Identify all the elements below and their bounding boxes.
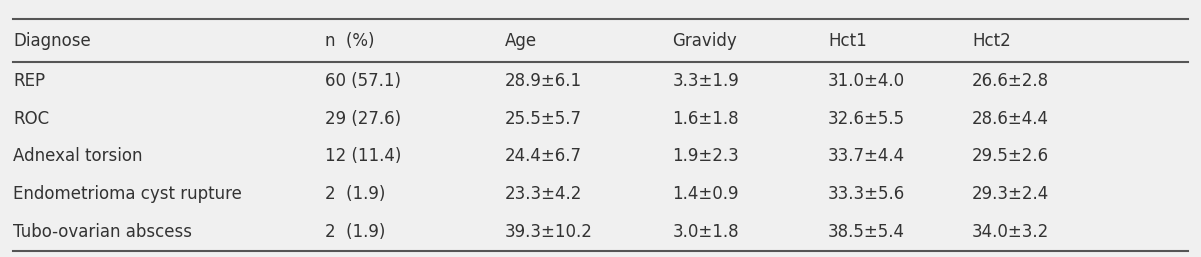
Text: Hct2: Hct2 [972, 32, 1011, 50]
Text: 32.6±5.5: 32.6±5.5 [829, 110, 906, 128]
Text: 3.3±1.9: 3.3±1.9 [673, 72, 739, 90]
Text: 1.9±2.3: 1.9±2.3 [673, 148, 739, 166]
Text: 33.3±5.6: 33.3±5.6 [829, 185, 906, 203]
Text: 29 (27.6): 29 (27.6) [325, 110, 401, 128]
Text: Gravidy: Gravidy [673, 32, 737, 50]
Text: 28.6±4.4: 28.6±4.4 [972, 110, 1048, 128]
Text: 1.4±0.9: 1.4±0.9 [673, 185, 739, 203]
Text: Adnexal torsion: Adnexal torsion [13, 148, 143, 166]
Text: 33.7±4.4: 33.7±4.4 [829, 148, 906, 166]
Text: 29.5±2.6: 29.5±2.6 [972, 148, 1050, 166]
Text: ROC: ROC [13, 110, 49, 128]
Text: 34.0±3.2: 34.0±3.2 [972, 223, 1050, 241]
Text: 3.0±1.8: 3.0±1.8 [673, 223, 739, 241]
Text: 60 (57.1): 60 (57.1) [325, 72, 401, 90]
Text: Endometrioma cyst rupture: Endometrioma cyst rupture [13, 185, 243, 203]
Text: 29.3±2.4: 29.3±2.4 [972, 185, 1050, 203]
Text: REP: REP [13, 72, 46, 90]
Text: 2  (1.9): 2 (1.9) [325, 223, 386, 241]
Text: Age: Age [504, 32, 537, 50]
Text: 12 (11.4): 12 (11.4) [325, 148, 401, 166]
Text: 24.4±6.7: 24.4±6.7 [504, 148, 581, 166]
Text: 2  (1.9): 2 (1.9) [325, 185, 386, 203]
Text: 25.5±5.7: 25.5±5.7 [504, 110, 581, 128]
Text: Hct1: Hct1 [829, 32, 867, 50]
Text: 23.3±4.2: 23.3±4.2 [504, 185, 582, 203]
Text: Diagnose: Diagnose [13, 32, 91, 50]
Text: Tubo-ovarian abscess: Tubo-ovarian abscess [13, 223, 192, 241]
Text: 1.6±1.8: 1.6±1.8 [673, 110, 739, 128]
Text: 26.6±2.8: 26.6±2.8 [972, 72, 1050, 90]
Text: 28.9±6.1: 28.9±6.1 [504, 72, 581, 90]
Text: 38.5±5.4: 38.5±5.4 [829, 223, 906, 241]
Text: 31.0±4.0: 31.0±4.0 [829, 72, 906, 90]
Text: 39.3±10.2: 39.3±10.2 [504, 223, 592, 241]
Text: n  (%): n (%) [325, 32, 375, 50]
